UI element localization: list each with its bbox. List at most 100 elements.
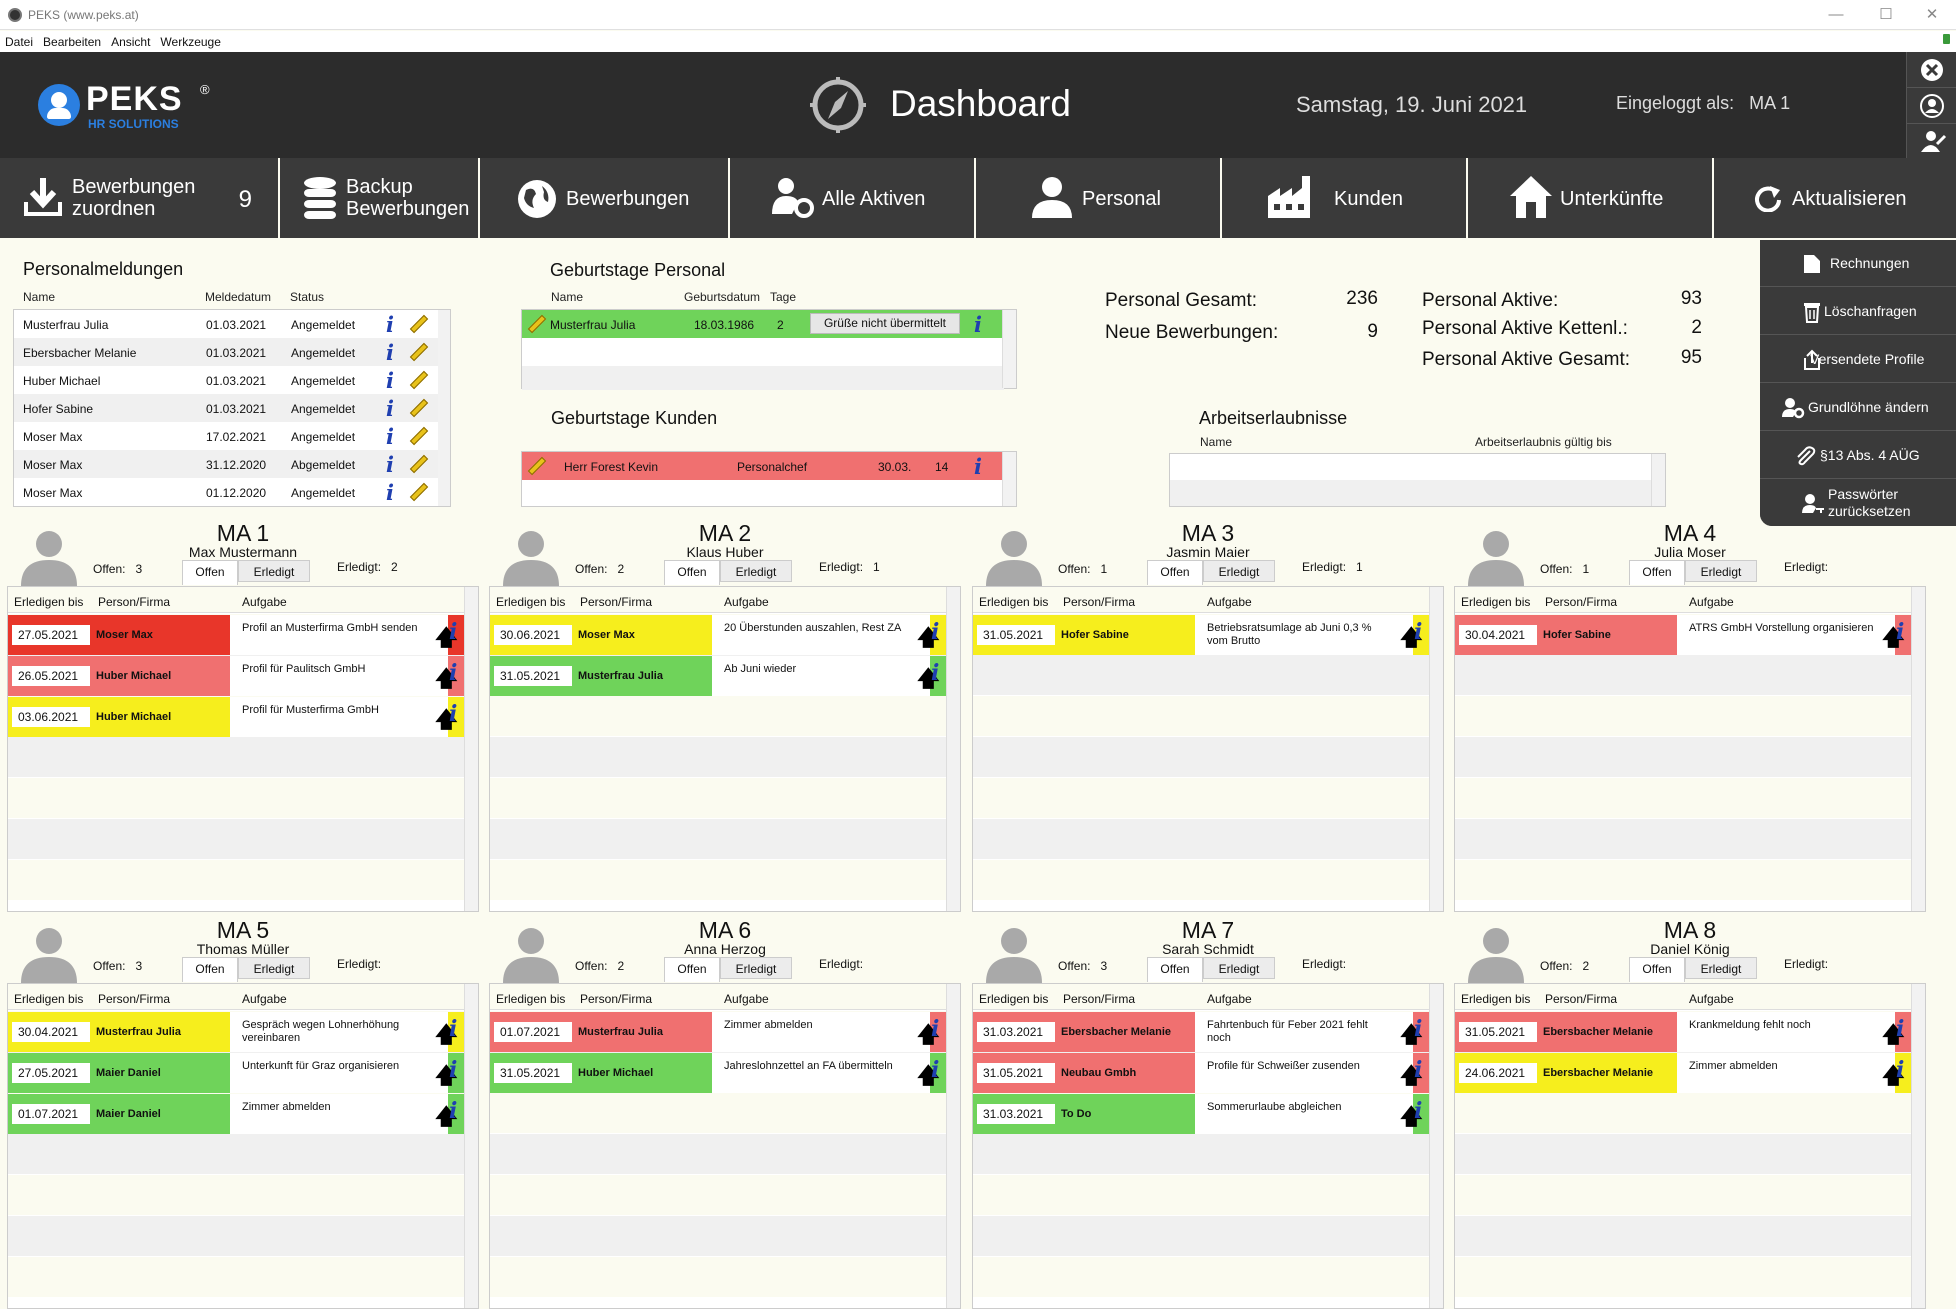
tab-offen[interactable]: Offen: [1629, 560, 1685, 585]
task-row[interactable]: 27.05.2021 Maier Daniel Unterkunft für Gra…: [8, 1053, 466, 1093]
table-row[interactable]: Huber Michael 01.03.2021 Angemeldet i: [14, 366, 438, 394]
info-icon[interactable]: i: [449, 701, 458, 727]
tab-erledigt[interactable]: Erledigt: [720, 957, 792, 979]
task-row[interactable]: 01.07.2021 Musterfrau Julia Zimmer abmelde…: [490, 1012, 948, 1052]
scrollbar[interactable]: [1002, 452, 1016, 506]
info-icon[interactable]: i: [1414, 619, 1423, 645]
table-row[interactable]: Moser Max 31.12.2020 Abgemeldet i: [14, 450, 438, 478]
nav-bewerbungen[interactable]: Bewerbungen: [478, 158, 730, 238]
passwoerter-button[interactable]: Passwörter zurücksetzen: [1760, 480, 1956, 526]
pencil-icon[interactable]: [409, 342, 429, 362]
scrollbar[interactable]: [1002, 310, 1016, 388]
priority-arrow-icon[interactable]: 🡅: [1882, 1022, 1905, 1047]
info-icon[interactable]: i: [974, 454, 982, 479]
table-row[interactable]: Ebersbacher Melanie 01.03.2021 Angemeldet i: [14, 338, 438, 366]
info-icon[interactable]: i: [1414, 1098, 1423, 1124]
info-icon[interactable]: i: [931, 619, 940, 645]
task-row[interactable]: 24.06.2021 Ebersbacher Melanie Zimmer abme…: [1455, 1053, 1913, 1093]
priority-arrow-icon[interactable]: 🡅: [1400, 625, 1423, 650]
info-icon[interactable]: i: [386, 424, 394, 449]
priority-arrow-icon[interactable]: 🡅: [435, 707, 458, 732]
tab-erledigt[interactable]: Erledigt: [1685, 560, 1757, 582]
tab-offen[interactable]: Offen: [1147, 560, 1203, 585]
menu-bearbeiten[interactable]: Bearbeiten: [43, 35, 102, 49]
scrollbar[interactable]: [946, 984, 960, 1308]
task-row[interactable]: 03.06.2021 Huber Michael Profil für Muster…: [8, 697, 466, 737]
tab-erledigt[interactable]: Erledigt: [238, 957, 310, 979]
menu-datei[interactable]: Datei: [5, 35, 34, 49]
priority-arrow-icon[interactable]: 🡅: [435, 666, 458, 691]
tab-offen[interactable]: Offen: [664, 560, 720, 585]
tab-offen[interactable]: Offen: [664, 957, 720, 982]
tab-offen[interactable]: Offen: [1147, 957, 1203, 982]
rechnungen-button[interactable]: Rechnungen: [1760, 240, 1956, 287]
nav-alle-aktiven[interactable]: Alle Aktiven: [730, 158, 976, 238]
scrollbar[interactable]: [1429, 587, 1443, 911]
info-icon[interactable]: i: [449, 1098, 458, 1124]
tab-erledigt[interactable]: Erledigt: [1203, 957, 1275, 979]
nav-unterkuenfte[interactable]: Unterkünfte: [1468, 158, 1714, 238]
table-row[interactable]: Moser Max 17.02.2021 Angemeldet i: [14, 422, 438, 450]
scrollbar[interactable]: [1911, 984, 1925, 1308]
scrollbar[interactable]: [1651, 454, 1665, 506]
scrollbar[interactable]: [1429, 984, 1443, 1308]
priority-arrow-icon[interactable]: 🡅: [435, 1104, 458, 1129]
pencil-icon[interactable]: [409, 454, 429, 474]
tab-erledigt[interactable]: Erledigt: [238, 560, 310, 582]
tab-erledigt[interactable]: Erledigt: [1203, 560, 1275, 582]
nav-kunden[interactable]: Kunden: [1222, 158, 1468, 238]
info-icon[interactable]: i: [386, 340, 394, 365]
info-icon[interactable]: i: [931, 660, 940, 686]
task-row[interactable]: 31.05.2021 Ebersbacher Melanie Krankmeldun…: [1455, 1012, 1913, 1052]
aueg-button[interactable]: §13 Abs. 4 AÜG: [1760, 432, 1956, 479]
pencil-icon[interactable]: [527, 314, 547, 334]
exit-button[interactable]: [1906, 52, 1956, 88]
info-icon[interactable]: i: [1896, 1057, 1905, 1083]
task-row[interactable]: 31.05.2021 Hofer Sabine Betriebsratsumlage…: [973, 615, 1431, 655]
tab-erledigt[interactable]: Erledigt: [1685, 957, 1757, 979]
scrollbar[interactable]: [946, 587, 960, 911]
gruesse-button[interactable]: Grüße nicht übermittelt: [810, 313, 960, 334]
priority-arrow-icon[interactable]: 🡅: [435, 1063, 458, 1088]
tab-offen[interactable]: Offen: [182, 957, 238, 982]
tab-offen[interactable]: Offen: [182, 560, 238, 585]
task-row[interactable]: 31.03.2021 Ebersbacher Melanie Fahrtenbuch…: [973, 1012, 1431, 1052]
pencil-icon[interactable]: [527, 456, 547, 476]
pencil-icon[interactable]: [409, 370, 429, 390]
loeschanfragen-button[interactable]: Löschanfragen: [1760, 288, 1956, 335]
priority-arrow-icon[interactable]: 🡅: [917, 1022, 940, 1047]
priority-arrow-icon[interactable]: 🡅: [1882, 1063, 1905, 1088]
info-icon[interactable]: i: [386, 368, 394, 393]
priority-arrow-icon[interactable]: 🡅: [1400, 1022, 1423, 1047]
task-row[interactable]: 31.05.2021 Huber Michael Jahreslohnzettel …: [490, 1053, 948, 1093]
task-row[interactable]: 30.06.2021 Moser Max 20 Überstunden auszah…: [490, 615, 948, 655]
scrollbar[interactable]: [436, 310, 450, 506]
maximize-button[interactable]: ☐: [1879, 6, 1893, 23]
task-row[interactable]: 30.04.2021 Hofer Sabine ATRS GmbH Vorstell…: [1455, 615, 1913, 655]
nav-personal[interactable]: Personal: [976, 158, 1222, 238]
scrollbar[interactable]: [464, 984, 478, 1308]
table-row[interactable]: Hofer Sabine 01.03.2021 Angemeldet i: [14, 394, 438, 422]
info-icon[interactable]: i: [931, 1057, 940, 1083]
pencil-icon[interactable]: [409, 398, 429, 418]
priority-arrow-icon[interactable]: 🡅: [1400, 1063, 1423, 1088]
info-icon[interactable]: i: [386, 396, 394, 421]
priority-arrow-icon[interactable]: 🡅: [1882, 625, 1905, 650]
versendete-profile-button[interactable]: Versendete Profile: [1760, 336, 1956, 383]
info-icon[interactable]: i: [386, 480, 394, 505]
user-settings-button[interactable]: [1906, 124, 1956, 160]
table-row[interactable]: Musterfrau Julia 01.03.2021 Angemeldet i: [14, 310, 438, 338]
priority-arrow-icon[interactable]: 🡅: [1400, 1104, 1423, 1129]
info-icon[interactable]: i: [1414, 1057, 1423, 1083]
tab-erledigt[interactable]: Erledigt: [720, 560, 792, 582]
grundloehne-button[interactable]: Grundlöhne ändern: [1760, 384, 1956, 431]
table-row[interactable]: Herr Forest Kevin Personalchef 30.03. 14…: [522, 452, 1004, 480]
close-button[interactable]: ✕: [1925, 6, 1939, 23]
task-row[interactable]: 27.05.2021 Moser Max Profil an Musterfirma…: [8, 615, 466, 655]
profile-button[interactable]: [1906, 88, 1956, 124]
priority-arrow-icon[interactable]: 🡅: [917, 625, 940, 650]
nav-aktualisieren[interactable]: Aktualisieren: [1714, 158, 1956, 238]
task-row[interactable]: 30.04.2021 Musterfrau Julia Gespräch wegen…: [8, 1012, 466, 1052]
info-icon[interactable]: i: [931, 1016, 940, 1042]
pencil-icon[interactable]: [409, 426, 429, 446]
